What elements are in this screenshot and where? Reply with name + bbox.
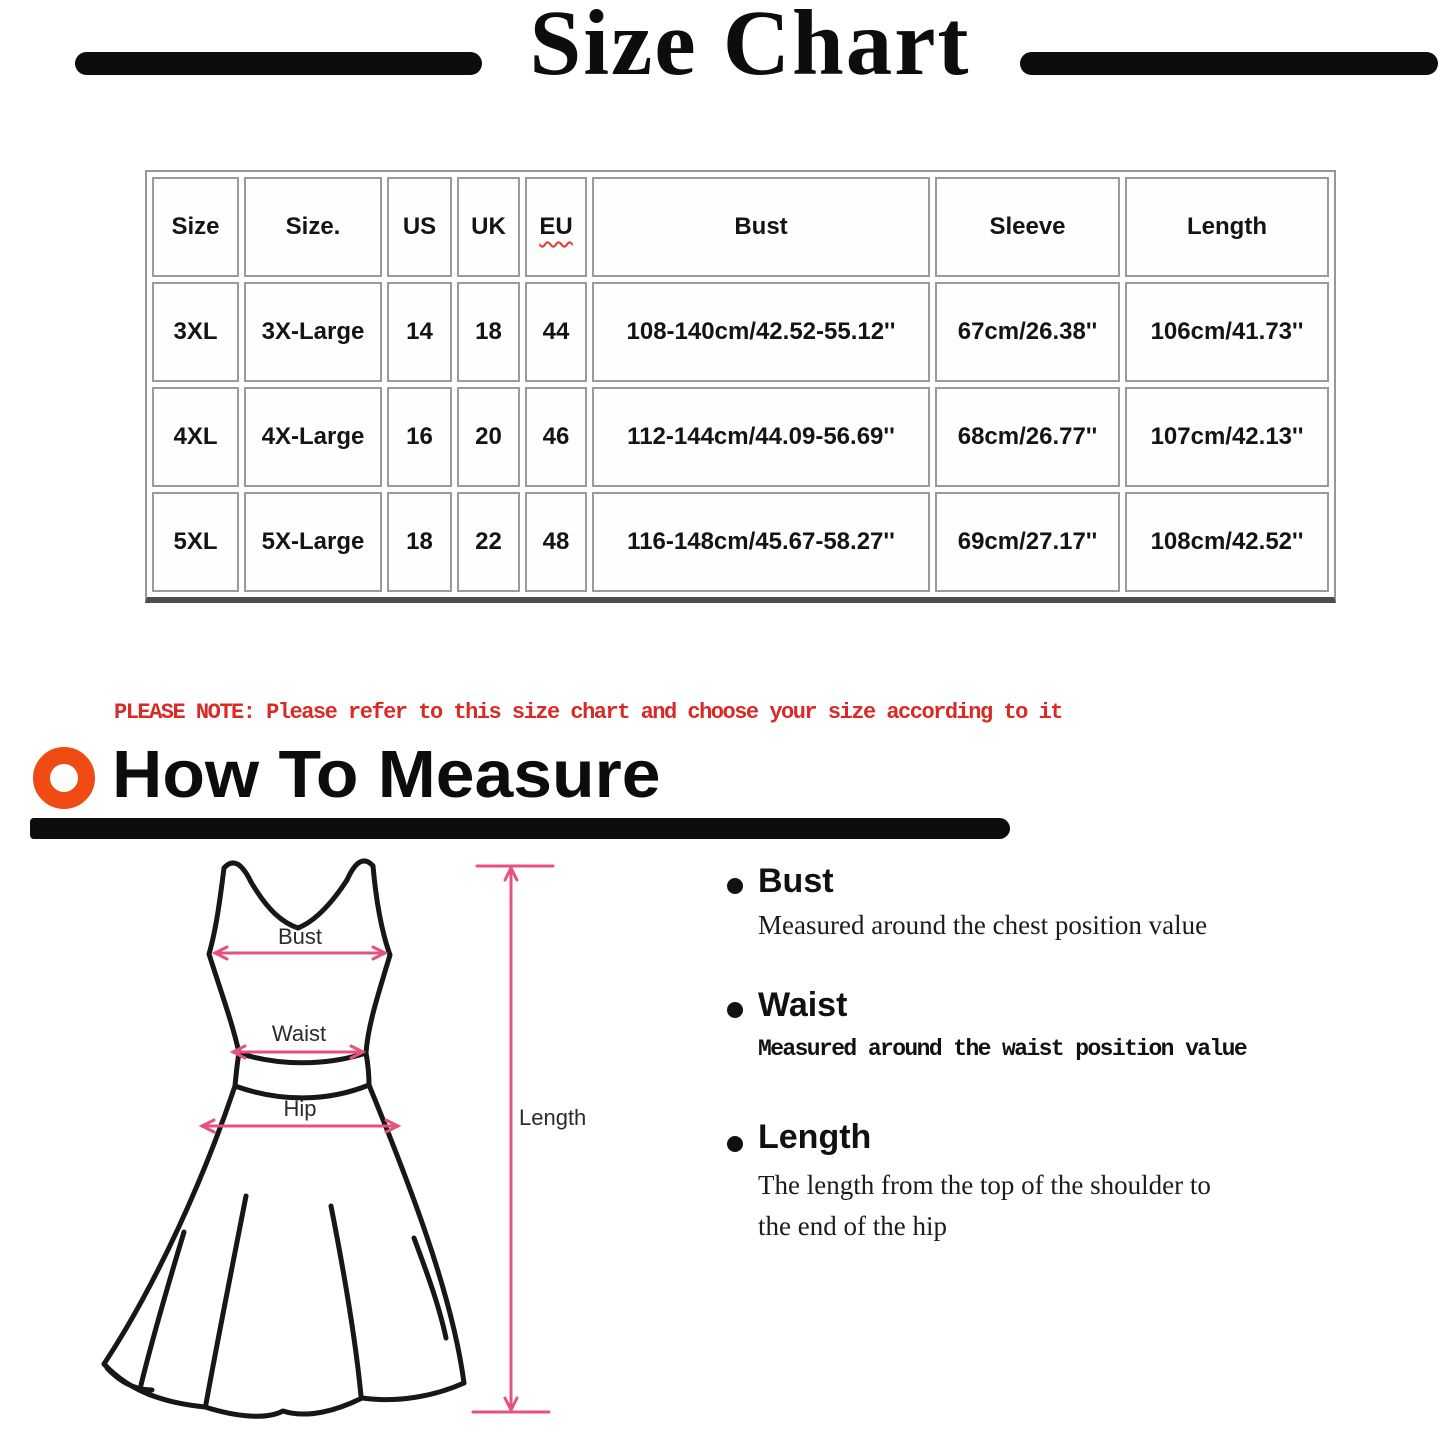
size-table-cell: 48 <box>525 492 587 592</box>
size-table-header-cell: EU <box>525 177 587 277</box>
size-table-cell: 14 <box>387 282 452 382</box>
bullet-dot-icon <box>727 1136 743 1152</box>
size-table-cell: 46 <box>525 387 587 487</box>
size-table-cell: 5X-Large <box>244 492 382 592</box>
size-table-cell: 116-148cm/45.67-58.27'' <box>592 492 930 592</box>
size-table-header-cell: US <box>387 177 452 277</box>
size-table-cell: 108cm/42.52'' <box>1125 492 1329 592</box>
size-table-cell: 3X-Large <box>244 282 382 382</box>
size-note: PLEASE NOTE: Please refer to this size c… <box>114 700 1063 725</box>
size-table-cell: 18 <box>387 492 452 592</box>
title-divider-bar-left <box>75 52 482 75</box>
size-table-cell: 3XL <box>152 282 239 382</box>
guide-term-bust: Bust <box>758 862 834 900</box>
bullet-dot-icon <box>727 878 743 894</box>
guide-desc-waist: Measured around the waist position value <box>758 1036 1248 1062</box>
guide-term-length: Length <box>758 1118 872 1156</box>
size-table-cell: 18 <box>457 282 520 382</box>
size-table-header-row: Size Size. US UK EU Bust Sleeve Length <box>152 177 1329 277</box>
heading-underline-bar <box>30 818 1010 839</box>
size-table-header-cell: Length <box>1125 177 1329 277</box>
size-table-cell: 44 <box>525 282 587 382</box>
size-table-cell: 108-140cm/42.52-55.12'' <box>592 282 930 382</box>
diagram-hip-label: Hip <box>283 1096 316 1121</box>
size-table-cell: 16 <box>387 387 452 487</box>
size-table-body: 3XL 3X-Large 14 18 44 108-140cm/42.52-55.12''… <box>152 282 1329 592</box>
guide-desc-length: The length from the top of the shoulder … <box>758 1170 1211 1241</box>
size-table-cell: 68cm/26.77'' <box>935 387 1120 487</box>
size-table-cell: 20 <box>457 387 520 487</box>
size-table-header-cell: Size. <box>244 177 382 277</box>
measurement-lines <box>198 864 555 1414</box>
size-table-cell: 4X-Large <box>244 387 382 487</box>
size-table-header-cell: Size <box>152 177 239 277</box>
title-divider-bar-right <box>1020 52 1438 75</box>
orange-ring-icon <box>33 747 95 809</box>
how-to-measure-title: How To Measure <box>112 737 661 812</box>
size-table-cell: 4XL <box>152 387 239 487</box>
size-table-header-cell: UK <box>457 177 520 277</box>
size-table: Size Size. US UK EU Bust Sleeve Length 3XL 3X-La… <box>145 170 1336 603</box>
size-table-row: 3XL 3X-Large 14 18 44 108-140cm/42.52-55.12''… <box>152 282 1329 382</box>
size-table-cell: 67cm/26.38'' <box>935 282 1120 382</box>
size-table-cell: 106cm/41.73'' <box>1125 282 1329 382</box>
diagram-waist-label: Waist <box>272 1021 326 1046</box>
size-table-header-cell: Sleeve <box>935 177 1120 277</box>
size-table-cell: 107cm/42.13'' <box>1125 387 1329 487</box>
size-table-cell: 112-144cm/44.09-56.69'' <box>592 387 930 487</box>
size-table-row: 5XL 5X-Large 18 22 48 116-148cm/45.67-58.27''… <box>152 492 1329 592</box>
diagram-length-label: Length <box>519 1105 586 1130</box>
page-title: Size Chart <box>529 0 971 95</box>
dress-outline <box>101 858 467 1419</box>
size-table-row: 4XL 4X-Large 16 20 46 112-144cm/44.09-56.69''… <box>152 387 1329 487</box>
diagram-bust-label: Bust <box>278 924 322 949</box>
size-table-head: Size Size. US UK EU Bust Sleeve Length <box>152 177 1329 277</box>
size-table-cell: 69cm/27.17'' <box>935 492 1120 592</box>
size-table-cell: 22 <box>457 492 520 592</box>
guide-term-waist: Waist <box>758 986 848 1024</box>
size-table-header-cell: Bust <box>592 177 930 277</box>
guide-desc-bust: Measured around the chest position value <box>758 910 1208 940</box>
bullet-dot-icon <box>727 1002 743 1018</box>
dress-measurement-diagram: Bust Waist Hip Length <box>101 858 586 1419</box>
size-table-cell: 5XL <box>152 492 239 592</box>
